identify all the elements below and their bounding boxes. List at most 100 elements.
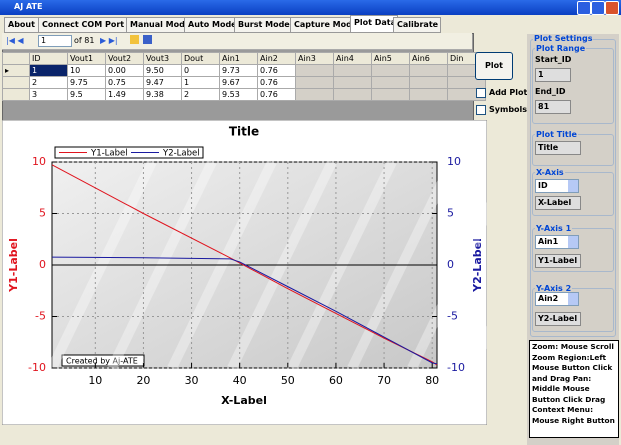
y1-group <box>532 228 614 272</box>
y-tick-label: 5 <box>39 207 46 220</box>
table-cell: 0.75 <box>105 76 144 89</box>
table-cell <box>409 64 448 77</box>
nav-add[interactable] <box>130 35 139 44</box>
table-cell: 3 <box>29 88 68 101</box>
tab[interactable]: Connect COM Port <box>38 17 130 33</box>
x-tick-label: 30 <box>185 374 199 387</box>
legend-label: Y1-Label <box>90 149 128 159</box>
y2-tick-label: -10 <box>447 361 465 374</box>
tab[interactable]: Burst Mode <box>234 17 294 33</box>
end-label: End_ID <box>535 87 566 96</box>
column-header: Vout1 <box>67 52 106 65</box>
table-cell: 9.5 <box>67 88 106 101</box>
start-input[interactable]: 1 <box>535 68 571 82</box>
add-plot-label: Add Plot <box>489 88 528 97</box>
row-header <box>2 52 30 65</box>
maximize-button[interactable] <box>591 1 605 15</box>
start-label: Start_ID <box>535 55 572 64</box>
nav-save[interactable] <box>143 35 152 44</box>
table-cell: 9.53 <box>219 88 258 101</box>
table: ID Vout1 Vout2 Vout3 Dout Ain1 Ain2 Ain3 Ain4 Ain… <box>2 52 486 101</box>
legend-label: Y2-Label <box>162 149 200 159</box>
x-tick-label: 20 <box>136 374 150 387</box>
table-cell <box>371 88 410 101</box>
nav-count: of 81 <box>74 36 95 45</box>
settings-title: Plot Settings <box>533 34 594 43</box>
nav-first[interactable]: |◀ ◀ <box>6 36 24 45</box>
table-cell <box>409 88 448 101</box>
table-cell: 1.49 <box>105 88 144 101</box>
table-cell <box>295 88 334 101</box>
series-line <box>51 256 438 365</box>
tab[interactable]: Calibrate <box>393 17 441 33</box>
x-tick-label: 40 <box>233 374 247 387</box>
x-group <box>532 172 614 216</box>
y2-tick-label: 0 <box>447 258 454 271</box>
y2-tick-label: 5 <box>447 207 454 220</box>
window-title: AJ ATE <box>14 2 43 11</box>
symbols-checkbox[interactable] <box>476 105 486 115</box>
background-stripe <box>407 202 487 371</box>
table-cell: 0 <box>181 64 220 77</box>
y1-column-select[interactable]: Ain1 <box>535 235 579 249</box>
y-tick-label: 10 <box>32 155 46 168</box>
table-cell: 10 <box>67 64 106 77</box>
y-tick-label: -10 <box>28 361 46 374</box>
y-tick-label: 0 <box>39 258 46 271</box>
table-cell <box>295 64 334 77</box>
x-label-input[interactable]: X-Label <box>535 196 581 210</box>
column-header: Vout2 <box>105 52 144 65</box>
tab[interactable]: Manual Mode <box>126 17 190 33</box>
table-cell <box>371 64 410 77</box>
plot-button[interactable]: Plot <box>475 52 513 80</box>
column-header: Ain2 <box>257 52 296 65</box>
legend <box>54 146 204 159</box>
minimize-button[interactable] <box>577 1 591 15</box>
table-cell: 2 <box>29 76 68 89</box>
title-bar: AJ ATE <box>0 0 621 15</box>
tab[interactable]: Plot Data <box>350 15 398 33</box>
y-tick-label: -5 <box>35 310 46 323</box>
tab[interactable]: Auto Mode <box>184 17 238 33</box>
y2-column-select[interactable]: Ain2 <box>535 292 579 306</box>
table-row[interactable]: ▸ 1 10 0.00 9.50 0 9.73 0.76 <box>2 64 486 77</box>
table-row[interactable]: 3 9.5 1.49 9.38 2 9.53 0.76 <box>2 88 486 101</box>
column-header: Dout <box>181 52 220 65</box>
add-plot-checkbox[interactable] <box>476 88 486 98</box>
y2-tick-label: 10 <box>447 155 461 168</box>
help-text: Zoom: Mouse Scroll Zoom Region:Left Mous… <box>529 340 619 438</box>
y1-label-input[interactable]: Y1-Label <box>535 254 581 268</box>
x-column-select[interactable]: ID <box>535 179 579 193</box>
plot-title-input[interactable]: Title <box>535 141 581 155</box>
close-button[interactable] <box>605 1 619 15</box>
table-cell <box>333 88 372 101</box>
table-row[interactable]: 2 9.75 0.75 9.47 1 9.67 0.76 <box>2 76 486 89</box>
nav-next[interactable]: ▶ ▶| <box>100 36 118 45</box>
x-tick-label: 60 <box>329 374 343 387</box>
tab[interactable]: Capture Mode <box>290 17 357 33</box>
x-axis-title: X-Axis <box>535 168 565 177</box>
y2-label-input[interactable]: Y2-Label <box>535 312 581 326</box>
x-tick-label: 50 <box>281 374 295 387</box>
x-tick-label: 10 <box>88 374 102 387</box>
table-cell <box>371 76 410 89</box>
column-header: Ain3 <box>295 52 334 65</box>
row-header: ▸ <box>2 64 30 77</box>
table-cell: 0.00 <box>105 64 144 77</box>
table-cell: 9.67 <box>219 76 258 89</box>
table-cell: 0.76 <box>257 76 296 89</box>
table-cell <box>409 76 448 89</box>
nav-position[interactable]: 1 <box>38 35 72 47</box>
row-header <box>2 88 30 101</box>
end-input[interactable]: 81 <box>535 100 571 114</box>
x-tick-label: 80 <box>425 374 439 387</box>
table-cell: 9.50 <box>143 64 182 77</box>
table-cell: 2 <box>181 88 220 101</box>
y2-axis-title: Y-Axis 2 <box>535 284 573 293</box>
tab[interactable]: About <box>4 17 42 33</box>
table-cell: 9.73 <box>219 64 258 77</box>
symbols-label: Symbols <box>489 105 528 114</box>
column-header: ID <box>29 52 68 65</box>
annotation-box <box>61 354 145 367</box>
